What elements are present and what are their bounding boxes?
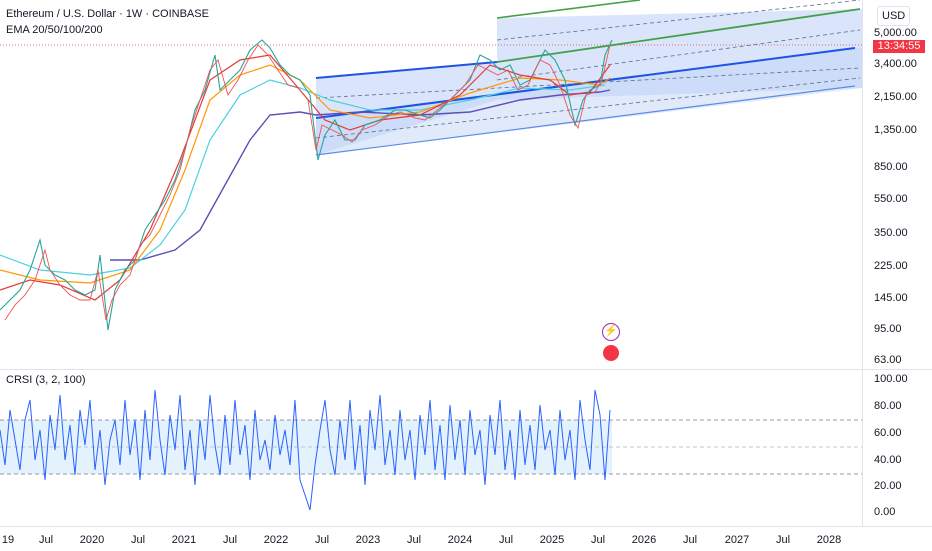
us-flag-icon[interactable] — [602, 344, 620, 362]
time-tick: 2020 — [79, 534, 105, 546]
osc-tick: 100.00 — [874, 373, 908, 385]
price-tick: 225.00 — [874, 260, 908, 272]
price-axis[interactable]: USD 5,000.00 13:34:55 3,400.00 2,150.00 … — [862, 0, 932, 370]
price-tick: 145.00 — [874, 292, 908, 304]
price-tick: 550.00 — [874, 193, 908, 205]
time-tick: Jul — [775, 534, 791, 546]
time-tick: Jul — [682, 534, 698, 546]
time-tick: Jul — [314, 534, 330, 546]
price-tick: 2,150.00 — [874, 91, 917, 103]
time-axis[interactable]: 19 Jul 2020 Jul 2021 Jul 2022 Jul 2023 J… — [0, 526, 932, 551]
crsi-pane[interactable] — [0, 370, 862, 526]
time-tick: Jul — [222, 534, 238, 546]
price-tick: 3,400.00 — [874, 58, 917, 70]
time-tick: Jul — [498, 534, 514, 546]
time-tick: 2022 — [263, 534, 289, 546]
time-tick: 2025 — [539, 534, 565, 546]
osc-tick: 0.00 — [874, 506, 896, 518]
channel-lower — [315, 85, 856, 156]
price-tick: 63.00 — [874, 354, 902, 366]
time-tick: 2021 — [171, 534, 197, 546]
chart-title: Ethereum / U.S. Dollar · 1W · COINBASE — [6, 8, 209, 20]
price-tick: 850.00 — [874, 161, 908, 173]
lightning-icon[interactable]: ⚡ — [602, 323, 620, 341]
upper-green-line — [496, 8, 861, 63]
time-tick: 2028 — [816, 534, 842, 546]
time-tick: Jul — [590, 534, 606, 546]
pane-divider[interactable] — [0, 369, 932, 370]
oscillator-label: CRSI (3, 2, 100) — [6, 374, 86, 386]
price-tick: 350.00 — [874, 227, 908, 239]
upper-green-line-top — [496, 0, 641, 19]
price-chart[interactable] — [0, 0, 862, 370]
osc-tick: 60.00 — [874, 427, 902, 439]
oscillator-axis[interactable]: 100.00 80.00 60.00 40.00 20.00 0.00 — [862, 370, 932, 526]
time-tick: 19 — [1, 534, 15, 546]
currency-selector[interactable]: USD — [877, 6, 911, 26]
osc-tick: 40.00 — [874, 454, 902, 466]
time-tick: 2027 — [724, 534, 750, 546]
osc-tick: 80.00 — [874, 400, 902, 412]
time-tick: Jul — [406, 534, 422, 546]
price-tick: 1,350.00 — [874, 124, 917, 136]
time-tick: 2023 — [355, 534, 381, 546]
price-tick: 5,000.00 — [874, 27, 917, 39]
time-tick: 2026 — [631, 534, 657, 546]
indicator-label: EMA 20/50/100/200 — [6, 24, 103, 36]
channel-upper — [315, 61, 498, 79]
time-tick: 2024 — [447, 534, 473, 546]
price-tick: 95.00 — [874, 323, 902, 335]
osc-tick: 20.00 — [874, 480, 902, 492]
time-tick: Jul — [38, 534, 54, 546]
countdown-label: 13:34:55 — [873, 40, 925, 53]
time-tick: Jul — [130, 534, 146, 546]
